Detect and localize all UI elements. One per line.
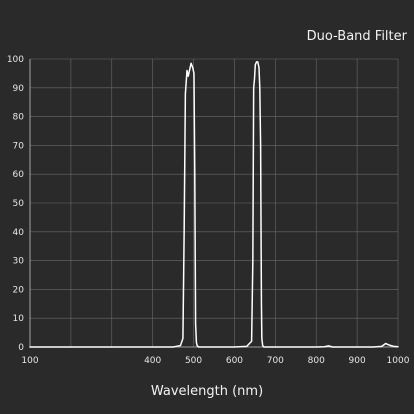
x-tick-labels: 100 400 500 600 700 800 900 1000 <box>21 356 409 366</box>
x-tick-label: 600 <box>226 356 243 366</box>
x-tick-label: 800 <box>308 356 325 366</box>
chart-title: Duo-Band Filter <box>307 29 408 44</box>
x-tick-label: 500 <box>185 356 202 366</box>
y-tick-label: 60 <box>13 170 25 180</box>
y-tick-label: 20 <box>13 285 25 295</box>
y-tick-label: 80 <box>13 113 25 123</box>
y-tick-label: 10 <box>13 314 25 324</box>
x-tick-label: 100 <box>21 356 38 366</box>
y-tick-label: 100 <box>7 55 24 65</box>
x-tick-label: 900 <box>349 356 366 366</box>
y-tick-label: 90 <box>13 84 25 94</box>
y-tick-label: 50 <box>13 199 25 209</box>
y-tick-label: 70 <box>13 141 25 151</box>
y-tick-labels: 0 10 20 30 40 50 60 70 80 90 100 <box>7 55 24 353</box>
y-tick-label: 30 <box>13 257 25 267</box>
y-tick-label: 40 <box>13 228 25 238</box>
x-tick-label: 400 <box>144 356 161 366</box>
x-axis-label: Wavelength (nm) <box>151 384 263 399</box>
series <box>29 61 399 348</box>
transmission-curve <box>29 61 399 348</box>
x-tick-label: 1000 <box>387 356 410 366</box>
y-tick-label: 0 <box>18 343 24 353</box>
x-tick-label: 700 <box>267 356 284 366</box>
